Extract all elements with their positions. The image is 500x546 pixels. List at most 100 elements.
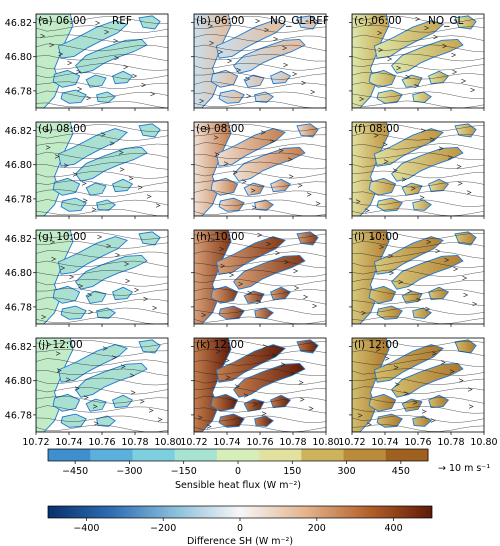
flow-arrow xyxy=(55,351,61,356)
panel-g: (g) 10:00 46.82 46.80 46.78 xyxy=(5,229,169,327)
flow-arrow xyxy=(435,248,441,254)
flow-arrow xyxy=(199,98,205,104)
flow-arrow xyxy=(414,83,420,89)
flow-arrow xyxy=(463,292,469,298)
glacier-area xyxy=(412,91,432,103)
colorbar-segment xyxy=(216,449,260,461)
glacier-area xyxy=(52,69,81,88)
colorbar-tick-label: 0 xyxy=(237,523,243,534)
glacier-area xyxy=(391,146,464,182)
colorbar-label: Sensible heat flux (W m⁻²) xyxy=(175,480,301,491)
flow-arrow xyxy=(88,309,94,315)
streamline xyxy=(194,16,326,24)
streamline xyxy=(352,143,484,151)
flow-arrow xyxy=(109,141,115,146)
flow-arrow xyxy=(292,71,298,77)
flow-arrow xyxy=(77,86,83,92)
flow-arrow xyxy=(447,155,453,160)
panel-e: (e) 08:00 xyxy=(191,121,327,219)
flow-arrow xyxy=(255,18,261,24)
flow-arrow xyxy=(234,384,240,389)
glacier-area xyxy=(454,123,477,138)
streamline xyxy=(36,34,168,42)
glacier-area xyxy=(85,398,107,412)
flow-arrow xyxy=(146,194,152,199)
colorbar-segment xyxy=(174,449,218,461)
flow-arrow xyxy=(201,312,207,318)
streamline xyxy=(352,91,484,99)
flow-arrow xyxy=(308,406,314,411)
flow-arrow xyxy=(247,290,253,296)
flow-arrow xyxy=(128,176,134,181)
glacier-area xyxy=(412,415,432,427)
flow-arrow xyxy=(93,421,99,426)
glacier-area xyxy=(60,413,87,428)
colorbar-segment xyxy=(48,449,91,461)
flow-arrow xyxy=(41,314,47,320)
flow-arrow xyxy=(227,58,233,64)
y-tick-label: 46.80 xyxy=(5,160,32,171)
flow-arrow xyxy=(378,47,384,53)
flow-arrow xyxy=(102,346,108,351)
streamline xyxy=(194,142,326,150)
y-tick-label: 46.78 xyxy=(5,86,32,97)
streamline xyxy=(194,170,326,179)
flow-arrow xyxy=(438,146,444,151)
flow-arrow xyxy=(82,198,88,203)
flow-arrow xyxy=(86,95,92,101)
flow-arrow xyxy=(440,360,446,365)
glacier-area xyxy=(352,122,390,216)
streamline xyxy=(36,405,168,413)
x-tick-label: 10.78 xyxy=(121,437,148,448)
flow-arrow xyxy=(243,393,249,398)
x-tick-label: 10.72 xyxy=(180,437,207,448)
streamline xyxy=(194,395,326,404)
flow-arrow xyxy=(123,64,129,70)
glacier-area xyxy=(85,74,107,88)
glacier-area xyxy=(296,231,319,246)
flow-arrow xyxy=(278,148,284,153)
streamline xyxy=(36,199,168,206)
flow-arrow xyxy=(208,23,214,29)
streamline xyxy=(352,179,484,188)
streamline xyxy=(194,278,326,287)
flow-arrow xyxy=(315,201,321,206)
flow-arrow xyxy=(355,199,361,204)
flow-arrow xyxy=(210,237,216,243)
flow-arrow xyxy=(449,369,455,374)
flow-arrow xyxy=(113,38,119,44)
glacier-area xyxy=(36,338,74,432)
colorbar-tick-label: 0 xyxy=(235,466,241,477)
flow-arrow xyxy=(379,244,385,250)
flow-arrow xyxy=(425,306,431,312)
streamline xyxy=(36,180,168,188)
streamline xyxy=(36,349,168,357)
glacier-area xyxy=(391,362,464,398)
streamline xyxy=(352,368,484,376)
glacier-area xyxy=(373,344,444,383)
colorbar-tick-label: −150 xyxy=(171,466,197,477)
glacier-area xyxy=(215,128,286,167)
colorbar-tick-label: −450 xyxy=(62,466,88,477)
flow-arrow xyxy=(359,96,365,102)
flow-arrow xyxy=(293,268,299,274)
flow-arrow xyxy=(410,186,416,191)
flow-arrow xyxy=(63,163,69,168)
panel-title: (h) 10:00 xyxy=(196,231,244,243)
streamline xyxy=(194,124,326,132)
flow-arrow xyxy=(40,33,46,39)
flow-arrow xyxy=(50,239,56,245)
glacier-area xyxy=(243,182,265,196)
streamline xyxy=(36,297,168,305)
flow-arrow xyxy=(424,25,430,31)
flow-arrow xyxy=(129,373,135,378)
streamline xyxy=(352,152,484,160)
streamline xyxy=(194,44,326,52)
flow-arrow xyxy=(251,205,257,210)
flow-arrow xyxy=(382,142,388,147)
streamline xyxy=(194,63,326,71)
flow-arrow xyxy=(261,411,267,416)
colorbar-difference: −400 −200 0 200 400 Difference SH (W m⁻²) xyxy=(47,505,433,546)
panel-a: (a) 06:00 REF 46.82 46.80 46.78 xyxy=(5,13,169,111)
flow-arrow xyxy=(104,29,110,35)
